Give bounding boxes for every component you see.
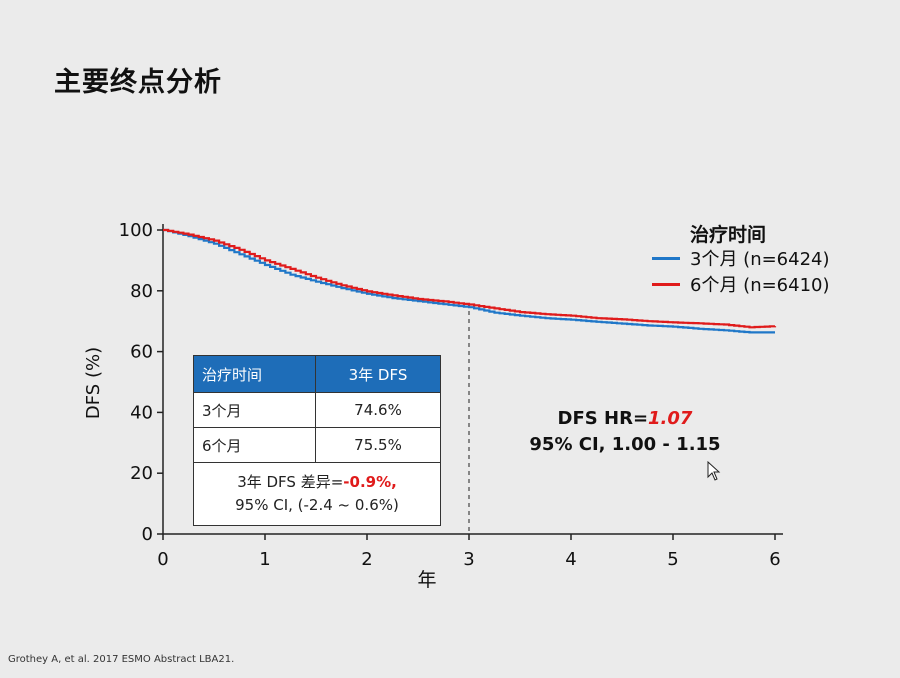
legend-item-6-months: 6个月 (n=6410) — [652, 272, 830, 296]
x-tick-label: 5 — [667, 549, 678, 570]
hr-line: DFS HR=1.07 — [500, 406, 750, 432]
series-line-6-months — [163, 228, 777, 329]
series-line-3-months — [163, 228, 775, 334]
dfs-diff-label: 3年 DFS 差异= — [237, 473, 344, 491]
legend-item-3-months: 3个月 (n=6424) — [652, 246, 830, 270]
hr-ci: 95% CI, 1.00 - 1.15 — [529, 434, 721, 455]
x-tick-label: 4 — [565, 549, 576, 570]
chart-curves — [163, 228, 777, 334]
hr-value: 1.07 — [648, 408, 693, 429]
y-tick-label: 80 — [130, 281, 153, 302]
legend-label-3-months: 3个月 (n=6424) — [690, 249, 830, 270]
table-row: 3个月 74.6% — [193, 392, 441, 428]
x-tick-label: 1 — [259, 549, 270, 570]
table-header-dfs: 3年 DFS — [315, 355, 441, 393]
table-footer: 3年 DFS 差异=-0.9%, 95% CI, (-2.4 ~ 0.6%) — [193, 462, 441, 526]
y-tick-label: 0 — [142, 524, 153, 545]
table-footer-row: 3年 DFS 差异=-0.9%, 95% CI, (-2.4 ~ 0.6%) — [193, 462, 441, 526]
table-row: 6个月 75.5% — [193, 427, 441, 463]
table-header-duration: 治疗时间 — [193, 355, 316, 393]
mouse-cursor-icon — [707, 461, 721, 481]
y-tick-label: 100 — [119, 220, 153, 241]
y-tick-label: 20 — [130, 463, 153, 484]
x-tick-label: 6 — [769, 549, 780, 570]
hazard-ratio-annotation: DFS HR=1.07 95% CI, 1.00 - 1.15 — [500, 406, 750, 458]
dfs-diff-value: -0.9%, — [343, 473, 397, 491]
x-tick-label: 0 — [157, 549, 168, 570]
y-tick-label: 40 — [130, 402, 153, 423]
chart-axes — [162, 224, 783, 535]
legend-title: 治疗时间 — [690, 224, 767, 246]
table-cell: 6个月 — [193, 427, 316, 463]
x-axis-label: 年 — [417, 569, 436, 591]
dfs-diff-ci: 95% CI, (-2.4 ~ 0.6%) — [235, 496, 399, 514]
legend-swatch-3-months — [652, 256, 680, 260]
x-tick-label: 3 — [463, 549, 474, 570]
table-cell: 74.6% — [315, 392, 441, 428]
y-tick-label: 60 — [130, 342, 153, 363]
y-axis-label: DFS (%) — [83, 347, 104, 419]
table-cell: 75.5% — [315, 427, 441, 463]
citation: Grothey A, et al. 2017 ESMO Abstract LBA… — [8, 654, 235, 665]
chart-ticks: 0 20 40 60 80 100 0 1 2 3 4 5 6 — [119, 220, 781, 570]
table-cell: 3个月 — [193, 392, 316, 428]
legend-swatch-6-months — [652, 282, 680, 286]
x-tick-label: 2 — [361, 549, 372, 570]
hr-prefix: DFS HR= — [557, 408, 649, 429]
legend-label-6-months: 6个月 (n=6410) — [690, 275, 830, 296]
summary-table: 治疗时间 3年 DFS 3个月 74.6% 6个月 75.5% 3年 DFS 差… — [193, 355, 441, 526]
table-header-row: 治疗时间 3年 DFS — [193, 355, 441, 393]
page-title: 主要终点分析 — [54, 67, 222, 98]
